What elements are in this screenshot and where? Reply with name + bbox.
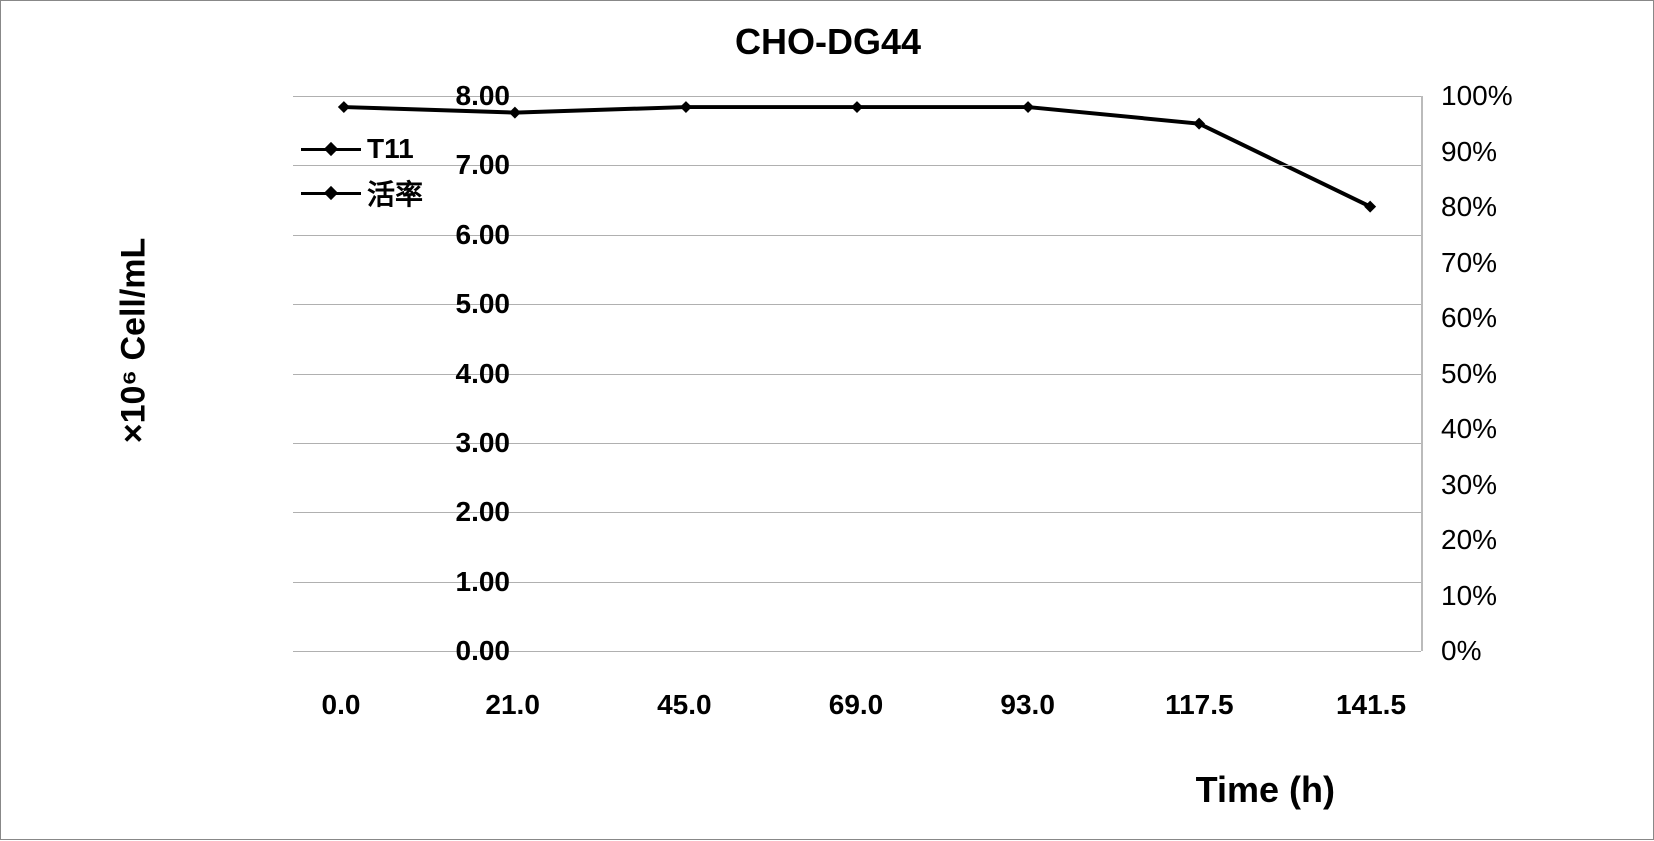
y-tick-left: 3.00 <box>360 427 510 459</box>
series-marker <box>338 101 350 113</box>
y-axis-label-left: ×10⁶ Cell/mL <box>114 238 153 444</box>
y-tick-left: 6.00 <box>360 219 510 251</box>
y-tick-left: 4.00 <box>360 358 510 390</box>
x-tick: 93.0 <box>968 689 1088 721</box>
y-tick-right: 100% <box>1441 80 1561 112</box>
series-marker <box>680 101 692 113</box>
y-tick-left: 0.00 <box>360 635 510 667</box>
chart-title: CHO-DG44 <box>735 21 921 63</box>
legend-marker-icon <box>324 142 338 156</box>
series-marker <box>851 101 863 113</box>
legend-line <box>301 148 361 151</box>
y-tick-right: 30% <box>1441 469 1561 501</box>
y-tick-left: 7.00 <box>360 149 510 181</box>
y-tick-right: 10% <box>1441 580 1561 612</box>
y-tick-right: 20% <box>1441 524 1561 556</box>
x-tick: 117.5 <box>1139 689 1259 721</box>
x-tick: 21.0 <box>453 689 573 721</box>
y-axis-right-line <box>1421 96 1423 651</box>
y-tick-left: 5.00 <box>360 288 510 320</box>
series-marker <box>509 107 521 119</box>
y-tick-right: 50% <box>1441 358 1561 390</box>
legend-marker-icon <box>324 186 338 200</box>
y-tick-right: 60% <box>1441 302 1561 334</box>
y-tick-left: 1.00 <box>360 566 510 598</box>
x-tick: 0.0 <box>281 689 401 721</box>
x-tick: 69.0 <box>796 689 916 721</box>
x-tick: 45.0 <box>624 689 744 721</box>
y-tick-left: 2.00 <box>360 496 510 528</box>
y-tick-right: 70% <box>1441 247 1561 279</box>
legend-line <box>301 192 361 195</box>
y-tick-right: 40% <box>1441 413 1561 445</box>
x-tick: 141.5 <box>1311 689 1431 721</box>
series-marker <box>1022 101 1034 113</box>
y-tick-right: 0% <box>1441 635 1561 667</box>
chart-container: CHO-DG44 ×10⁶ Cell/mL Time (h) T11活率 0.0… <box>1 1 1654 841</box>
x-axis-label: Time (h) <box>1196 769 1335 811</box>
y-tick-right: 80% <box>1441 191 1561 223</box>
y-tick-left: 8.00 <box>360 80 510 112</box>
y-tick-right: 90% <box>1441 136 1561 168</box>
